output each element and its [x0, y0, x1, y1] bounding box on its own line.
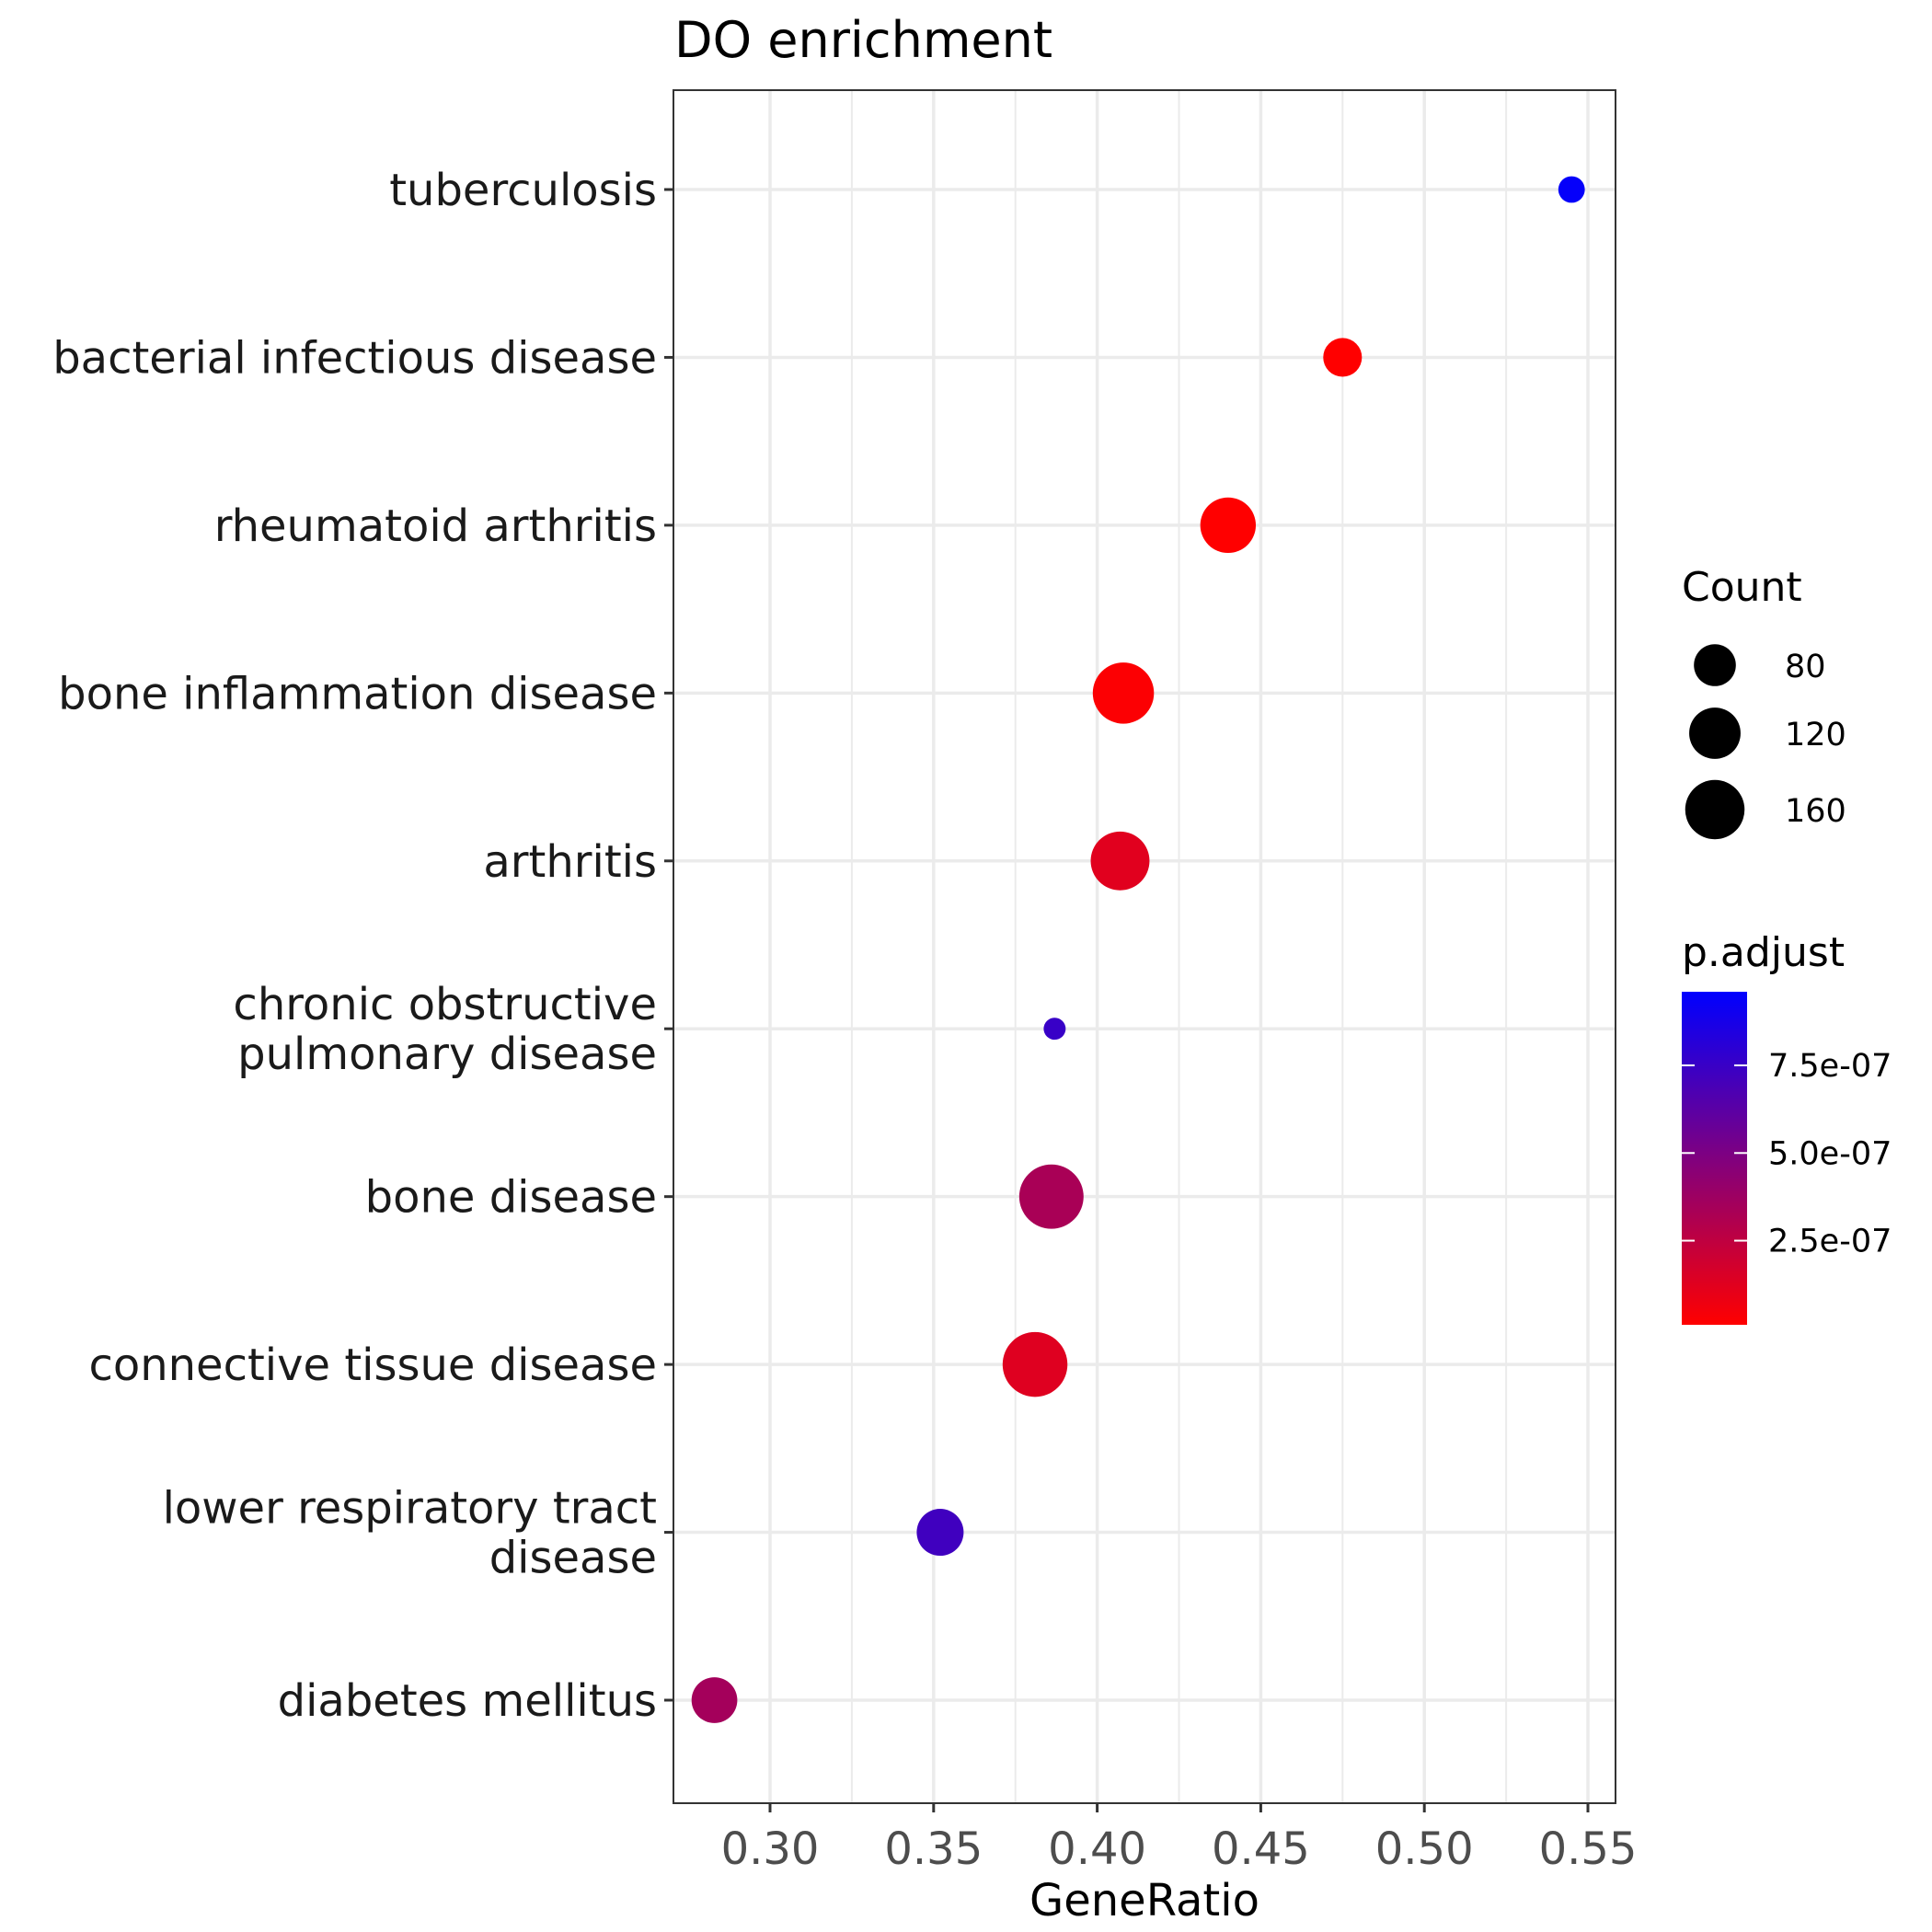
chart-title: DO enrichment [674, 11, 1052, 69]
point-7 [1002, 1331, 1068, 1397]
y-tick-label: diabetes mellitus [278, 1675, 657, 1727]
count-legend-key [1689, 707, 1741, 759]
point-4 [1090, 831, 1150, 891]
x-tick-label: 0.45 [1212, 1823, 1310, 1875]
x-tick-label: 0.35 [884, 1823, 983, 1875]
count-legend: Count 80 120 160 [1682, 564, 1846, 840]
y-tick-label: disease [489, 1533, 657, 1584]
y-tick-label: bone disease [365, 1172, 657, 1224]
x-tick-label: 0.55 [1539, 1823, 1638, 1875]
y-tick-label: rheumatoid arthritis [214, 500, 657, 552]
count-legend-label: 160 [1785, 793, 1846, 830]
data-points [691, 176, 1585, 1723]
point-9 [691, 1677, 738, 1723]
p-adjust-tick-label: 7.5e-07 [1768, 1048, 1892, 1085]
x-axis-label: GeneRatio [1029, 1875, 1259, 1926]
y-tick-label: arthritis [483, 836, 657, 888]
point-8 [916, 1509, 964, 1557]
point-6 [1018, 1164, 1084, 1229]
point-1 [1323, 338, 1363, 377]
p-adjust-tick-label: 2.5e-07 [1768, 1224, 1892, 1260]
y-tick-label: lower respiratory tract [163, 1483, 657, 1535]
point-0 [1558, 176, 1585, 203]
count-legend-key [1694, 644, 1736, 686]
plot-border [673, 89, 1616, 1804]
point-3 [1092, 662, 1155, 724]
y-tick-label: bacterial infectious disease [52, 332, 657, 384]
x-axis: 0.30 0.35 0.40 0.45 0.50 0.55 [721, 1803, 1638, 1875]
count-legend-title: Count [1682, 564, 1802, 611]
plot-panel [673, 90, 1616, 1803]
y-axis: tuberculosis bacterial infectious disease… [52, 165, 673, 1727]
y-tick-label: connective tissue disease [88, 1340, 657, 1391]
count-legend-key [1685, 779, 1745, 840]
point-5 [1043, 1018, 1066, 1041]
point-2 [1200, 497, 1257, 554]
y-tick-label: tuberculosis [389, 165, 657, 216]
y-tick-label: chronic obstructive [233, 979, 657, 1030]
count-legend-label: 120 [1785, 717, 1846, 753]
p-adjust-legend: p.adjust 2.5e-07 5.0e-07 7.5e-07 [1682, 929, 1892, 1325]
y-tick-label: pulmonary disease [237, 1029, 657, 1080]
p-adjust-colorbar [1682, 992, 1747, 1325]
y-tick-label: bone inflammation disease [58, 668, 657, 719]
p-adjust-legend-title: p.adjust [1682, 929, 1845, 976]
p-adjust-tick-label: 5.0e-07 [1768, 1135, 1892, 1172]
count-legend-label: 80 [1785, 649, 1826, 685]
x-tick-label: 0.50 [1375, 1823, 1474, 1875]
x-tick-label: 0.30 [721, 1823, 820, 1875]
x-tick-label: 0.40 [1048, 1823, 1146, 1875]
